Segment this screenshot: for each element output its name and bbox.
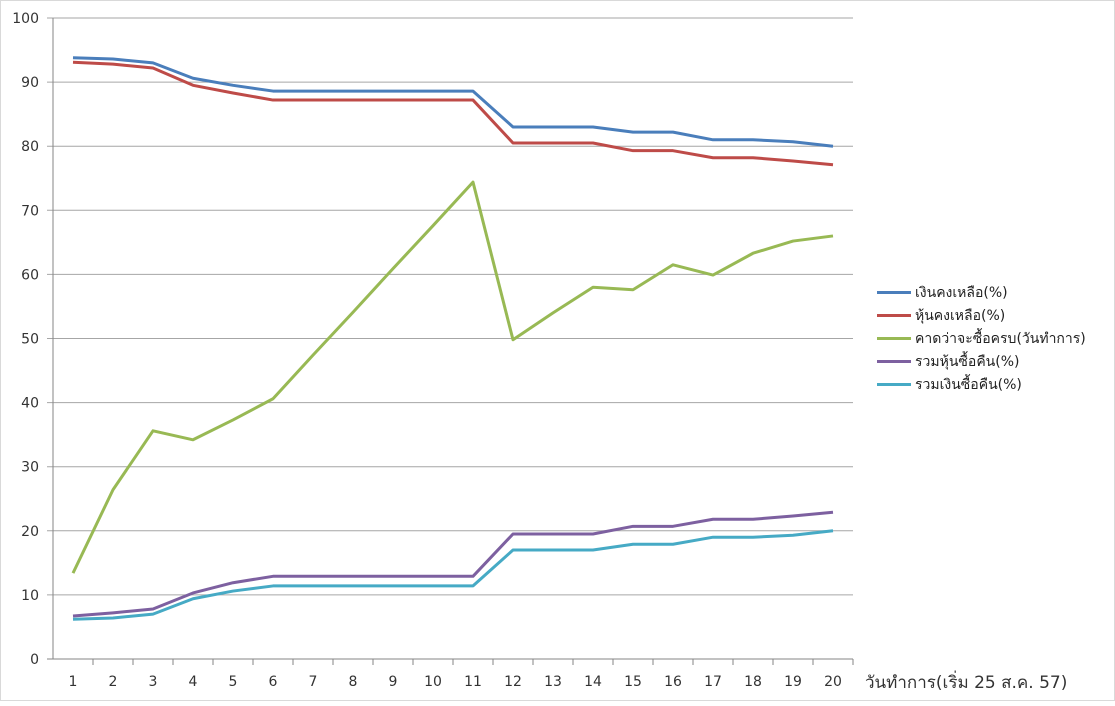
legend: เงินคงเหลือ(%) หุ้นคงเหลือ(%) คาดว่าจะซื้อ… <box>877 281 1086 396</box>
series-line-4 <box>72 510 834 618</box>
legend-item: คาดว่าจะซื้อครบ(วันทำการ) <box>877 327 1086 350</box>
series-line-5 <box>72 529 834 621</box>
legend-swatch <box>877 291 911 294</box>
x-tick-label: 15 <box>624 674 642 690</box>
legend-label: รวมเงินซื้อคืน(%) <box>915 376 1022 393</box>
x-tick-label: 1 <box>69 674 78 690</box>
legend-item: รวมเงินซื้อคืน(%) <box>877 373 1086 396</box>
y-tick-label: 50 <box>21 332 39 348</box>
y-tick-label: 70 <box>21 203 39 219</box>
x-tick-label: 14 <box>584 674 602 690</box>
x-tick-label: 17 <box>704 674 722 690</box>
x-tick-label: 16 <box>664 674 682 690</box>
x-tick-label: 12 <box>504 674 522 690</box>
y-tick-label: 10 <box>21 588 39 604</box>
x-tick-label: 13 <box>544 674 562 690</box>
x-tick-label: 19 <box>784 674 802 690</box>
y-tick-label: 30 <box>21 460 39 476</box>
x-tick-label: 10 <box>424 674 442 690</box>
legend-swatch <box>877 337 911 340</box>
x-tick-label: 9 <box>389 674 398 690</box>
legend-swatch <box>877 314 911 317</box>
legend-label: หุ้นคงเหลือ(%) <box>915 307 1006 324</box>
y-tick-label: 80 <box>21 139 39 155</box>
x-tick-label: 4 <box>189 674 198 690</box>
x-tick-label: 18 <box>744 674 762 690</box>
series-line-3 <box>71 180 834 574</box>
y-tick-label: 90 <box>21 75 39 91</box>
y-tick-label: 20 <box>21 524 39 540</box>
y-tick-label: 0 <box>30 652 39 668</box>
legend-label: คาดว่าจะซื้อครบ(วันทำการ) <box>915 330 1086 347</box>
legend-label: รวมหุ้นซื้อคืน(%) <box>915 353 1020 370</box>
x-tick-label: 8 <box>349 674 358 690</box>
y-tick-label: 60 <box>21 267 39 283</box>
legend-item: หุ้นคงเหลือ(%) <box>877 304 1086 327</box>
series-line-2 <box>72 60 834 167</box>
x-axis-title: วันทำการ(เริ่ม 25 ส.ค. 57) <box>865 673 1068 693</box>
legend-label: เงินคงเหลือ(%) <box>915 284 1008 301</box>
x-tick-label: 5 <box>229 674 238 690</box>
x-tick-label: 20 <box>824 674 842 690</box>
y-tick-label: 40 <box>21 396 39 412</box>
legend-swatch <box>877 360 911 363</box>
x-tick-label: 6 <box>269 674 278 690</box>
x-tick-label: 2 <box>109 674 118 690</box>
x-tick-label: 7 <box>309 674 318 690</box>
x-tick-label: 11 <box>464 674 482 690</box>
series-line-1 <box>72 56 834 148</box>
legend-item: รวมหุ้นซื้อคืน(%) <box>877 350 1086 373</box>
x-tick-label: 3 <box>149 674 158 690</box>
legend-swatch <box>877 383 911 386</box>
y-tick-label: 100 <box>12 11 39 27</box>
legend-item: เงินคงเหลือ(%) <box>877 281 1086 304</box>
